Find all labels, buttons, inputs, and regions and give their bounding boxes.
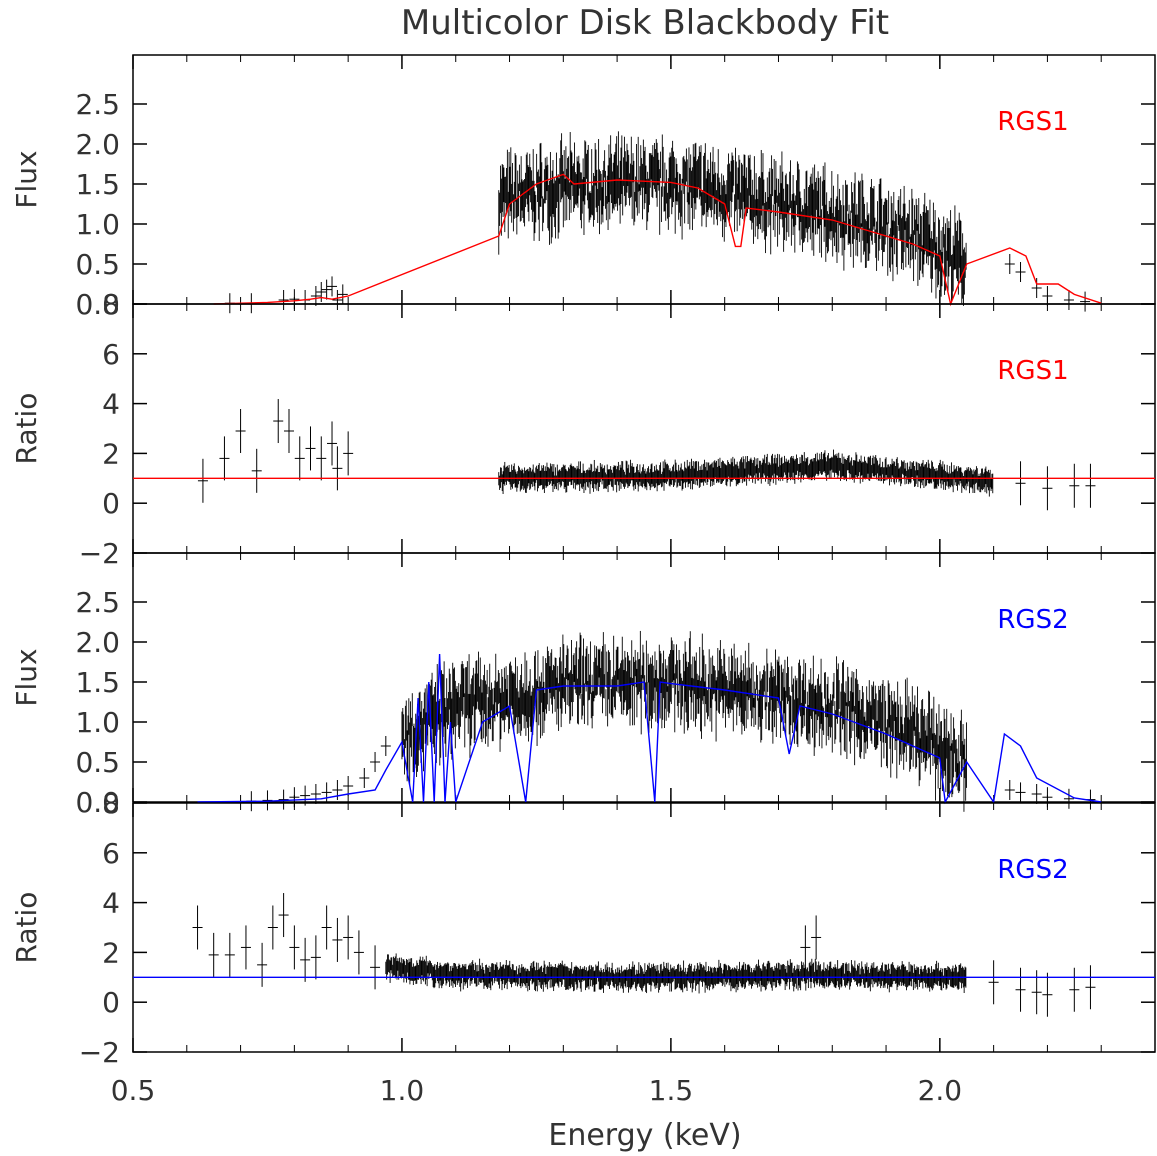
x-tick-label: 0.5	[111, 1074, 156, 1107]
spectrum-tag: RGS1	[997, 107, 1068, 137]
y-axis-label: Flux	[10, 648, 43, 706]
y-axis-label: Ratio	[10, 892, 43, 964]
panel-rgs1-flux: 0.0 0.5 1.0 1.5 2.0 2.5 Flux RGS1	[10, 54, 1156, 321]
y-tick-label: 0	[102, 986, 120, 1019]
x-tick-label: 1.0	[380, 1074, 425, 1107]
y-tick-label: 1.5	[75, 666, 120, 699]
y-tick-label: 0.5	[75, 746, 120, 779]
y-tick-label: 8	[102, 288, 120, 321]
spectrum-tag: RGS2	[997, 855, 1068, 885]
x-tick-label: 2.0	[918, 1074, 963, 1107]
chart-title: Multicolor Disk Blackbody Fit	[401, 3, 889, 43]
x-tick-label: 1.5	[649, 1074, 694, 1107]
y-tick-label: 2.0	[75, 626, 120, 659]
y-tick-label: 6	[102, 338, 120, 371]
y-tick-label: 1.0	[75, 706, 120, 739]
y-tick-label: −2	[79, 537, 120, 570]
x-tick-labels: 0.5 1.0 1.5 2.0	[111, 1074, 962, 1107]
y-tick-label: 8	[102, 787, 120, 820]
panel-frame	[132, 552, 1156, 803]
model-line	[197, 653, 1102, 805]
y-tick-label: 4	[102, 388, 120, 421]
x-axis-label: Energy (keV)	[548, 1118, 741, 1153]
y-tick-label: 6	[102, 837, 120, 870]
y-tick-label: 0	[102, 487, 120, 520]
y-tick-label: 1.5	[75, 168, 120, 201]
y-axis-label: Flux	[10, 150, 43, 208]
y-tick-label: 0.5	[75, 248, 120, 281]
panel-frame	[132, 802, 1156, 1053]
y-tick-label: 2.0	[75, 128, 120, 161]
spectrum-tag: RGS2	[997, 605, 1068, 635]
y-tick-label: 2	[102, 437, 120, 470]
chart-panels: 0.0 0.5 1.0 1.5 2.0 2.5 Flux RGS1 −2 0 2 4 6 8 Ratio RG…	[10, 54, 1156, 1107]
model-line	[213, 173, 1102, 307]
y-tick-label: 1.0	[75, 208, 120, 241]
panel-frame	[132, 303, 1156, 554]
y-tick-label: 4	[102, 887, 120, 920]
y-axis-label: Ratio	[10, 393, 43, 465]
panel-rgs2-flux: 0.0 0.5 1.0 1.5 2.0 2.5 Flux RGS2	[10, 552, 1156, 819]
y-tick-label: 2.5	[75, 88, 120, 121]
y-tick-label: −2	[79, 1036, 120, 1069]
y-tick-label: 0.0	[75, 288, 120, 321]
y-tick-label: 2	[102, 936, 120, 969]
y-tick-label: 0.0	[75, 786, 120, 819]
y-tick-label: 2.5	[75, 586, 120, 619]
panel-rgs1-ratio: −2 0 2 4 6 8 Ratio RGS1	[10, 288, 1156, 570]
spectrum-tag: RGS1	[997, 356, 1068, 386]
panel-rgs2-ratio: −2 0 2 4 6 8 Ratio RGS2	[10, 787, 1156, 1069]
